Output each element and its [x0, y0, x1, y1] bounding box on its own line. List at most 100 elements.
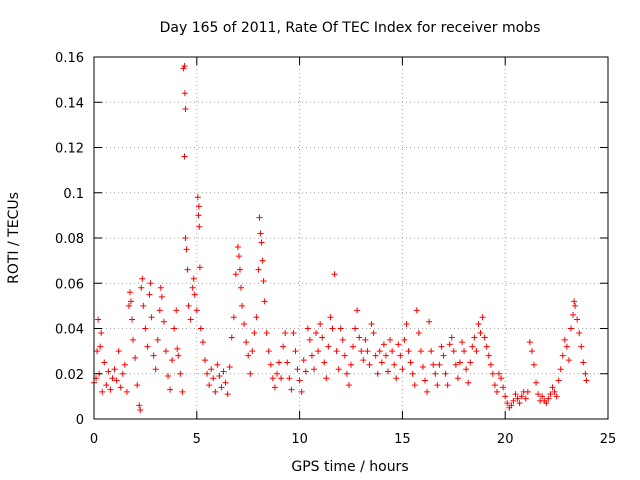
data-point	[288, 386, 295, 393]
data-point	[479, 314, 486, 321]
data-point	[446, 341, 453, 348]
data-point	[348, 361, 354, 368]
data-point	[582, 370, 589, 377]
data-point	[228, 334, 235, 341]
data-point	[580, 359, 587, 366]
data-point	[261, 298, 268, 305]
data-point	[452, 361, 459, 368]
data-point	[204, 370, 211, 377]
data-point	[313, 330, 320, 337]
data-point	[239, 302, 246, 309]
data-point	[255, 266, 262, 273]
data-point	[424, 388, 431, 395]
data-point	[195, 212, 202, 219]
data-point	[130, 336, 137, 343]
data-point	[483, 343, 490, 350]
data-point	[171, 325, 178, 332]
data-point	[269, 375, 276, 382]
data-point	[202, 357, 209, 364]
data-point	[471, 334, 478, 341]
data-point	[333, 348, 340, 355]
data-point	[286, 375, 293, 382]
data-point	[278, 375, 285, 382]
data-point	[199, 339, 206, 346]
data-point	[175, 352, 182, 359]
data-point	[95, 316, 102, 323]
data-point	[310, 366, 317, 373]
data-point	[576, 330, 583, 337]
data-point	[535, 391, 542, 398]
data-point	[182, 235, 189, 241]
data-point	[249, 348, 256, 355]
data-point	[450, 348, 457, 355]
data-point	[508, 402, 515, 409]
data-point	[208, 366, 215, 373]
data-point	[570, 311, 577, 318]
data-point	[370, 330, 377, 337]
data-point	[456, 359, 463, 366]
data-point	[97, 343, 104, 350]
data-point	[469, 343, 476, 350]
data-point	[107, 386, 114, 393]
data-point	[167, 386, 174, 393]
data-point	[142, 325, 149, 332]
data-point	[267, 361, 274, 368]
y-tick-label: 0.06	[55, 277, 84, 292]
data-point	[387, 336, 394, 343]
data-point	[109, 375, 116, 382]
data-point	[399, 366, 406, 373]
data-point	[516, 400, 523, 407]
data-point	[583, 377, 590, 384]
data-point	[196, 223, 203, 230]
data-point	[354, 307, 361, 314]
data-point	[444, 382, 451, 389]
data-point	[489, 370, 496, 377]
data-point	[463, 366, 470, 373]
data-point	[432, 370, 439, 377]
data-point	[331, 271, 338, 278]
data-point	[565, 357, 572, 364]
data-point	[150, 352, 157, 359]
data-point	[139, 275, 146, 282]
data-point	[409, 370, 416, 377]
data-point	[528, 348, 535, 355]
data-point	[147, 280, 154, 287]
data-point	[571, 298, 578, 305]
data-point	[304, 325, 311, 332]
data-point	[218, 384, 225, 391]
data-point	[111, 366, 118, 373]
x-tick-label: 25	[600, 432, 617, 447]
x-tick-label: 20	[497, 432, 514, 447]
data-point	[230, 314, 237, 321]
data-point	[380, 341, 387, 348]
y-tick-label: 0.14	[55, 96, 84, 111]
data-point	[350, 343, 357, 350]
data-point	[393, 375, 400, 382]
data-point	[415, 330, 422, 337]
data-point	[440, 352, 447, 359]
data-point	[119, 370, 126, 377]
data-point	[378, 359, 385, 366]
data-point	[156, 307, 163, 314]
data-point	[216, 373, 223, 380]
data-point	[247, 370, 254, 377]
data-point	[372, 352, 379, 359]
data-point	[545, 395, 552, 402]
data-point	[197, 325, 204, 332]
data-point	[335, 366, 342, 373]
data-point	[411, 382, 418, 389]
data-point	[395, 341, 402, 348]
data-point	[374, 370, 381, 377]
grid-lines	[94, 57, 608, 419]
data-point	[467, 359, 474, 366]
y-tick-label: 0.08	[55, 232, 84, 247]
data-point	[298, 388, 305, 395]
axis-ticks: 0 0.02 0.04 0.06 0.08 0.1 0.12 0.14 0.16 0 5 10 15 20…	[55, 51, 616, 447]
data-point	[422, 377, 429, 384]
data-point	[191, 291, 198, 298]
data-point	[234, 244, 241, 251]
data-point	[526, 339, 533, 346]
data-point	[182, 106, 189, 113]
data-point	[179, 388, 186, 395]
data-point	[210, 375, 217, 382]
